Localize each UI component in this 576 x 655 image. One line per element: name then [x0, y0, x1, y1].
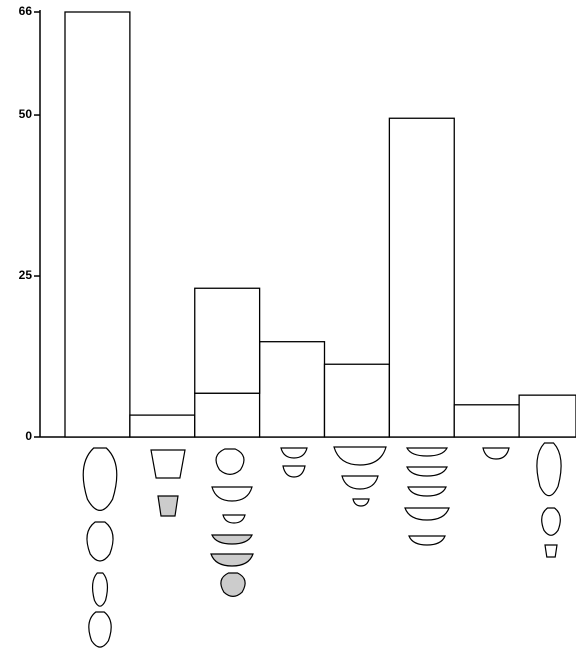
- pottery-icon: [406, 447, 448, 457]
- pottery-icon: [407, 486, 447, 497]
- pottery-icon: [408, 535, 446, 546]
- bar: [64, 11, 131, 438]
- y-tick-label: 66: [19, 4, 33, 18]
- pottery-icon: [211, 534, 253, 545]
- pottery-icon: [220, 572, 246, 597]
- y-tick-label: 25: [19, 268, 33, 282]
- bar: [453, 404, 520, 438]
- pottery-icon: [157, 495, 179, 517]
- y-tick-label: 0: [25, 429, 32, 443]
- bar: [388, 117, 455, 438]
- bar: [518, 394, 576, 438]
- pottery-icon: [88, 611, 112, 648]
- pottery-icon: [211, 486, 253, 502]
- pottery-icon: [341, 475, 379, 490]
- bar: [194, 287, 261, 394]
- pottery-icon: [150, 449, 186, 479]
- pottery-icon: [406, 466, 448, 477]
- pottery-icon: [215, 448, 245, 475]
- bar: [258, 341, 326, 438]
- pottery-illustrations: [82, 442, 562, 648]
- y-tick-label: 50: [19, 107, 33, 121]
- pottery-icon: [222, 514, 246, 524]
- bar: [194, 392, 261, 438]
- pottery-icon: [82, 447, 118, 511]
- pottery-icon: [352, 498, 370, 507]
- pottery-icon: [544, 544, 558, 558]
- pottery-icon: [404, 507, 450, 521]
- pottery-icon: [86, 521, 114, 562]
- pottery-icon: [541, 507, 561, 536]
- pottery-icon: [282, 465, 306, 478]
- pottery-icon: [91, 572, 109, 607]
- pottery-icon: [536, 442, 562, 497]
- pottery-icon: [210, 553, 254, 567]
- bar: [129, 414, 196, 438]
- bar: [323, 363, 391, 438]
- pottery-icon: [333, 446, 387, 466]
- pottery-icon: [482, 447, 510, 460]
- pottery-icon: [280, 447, 308, 459]
